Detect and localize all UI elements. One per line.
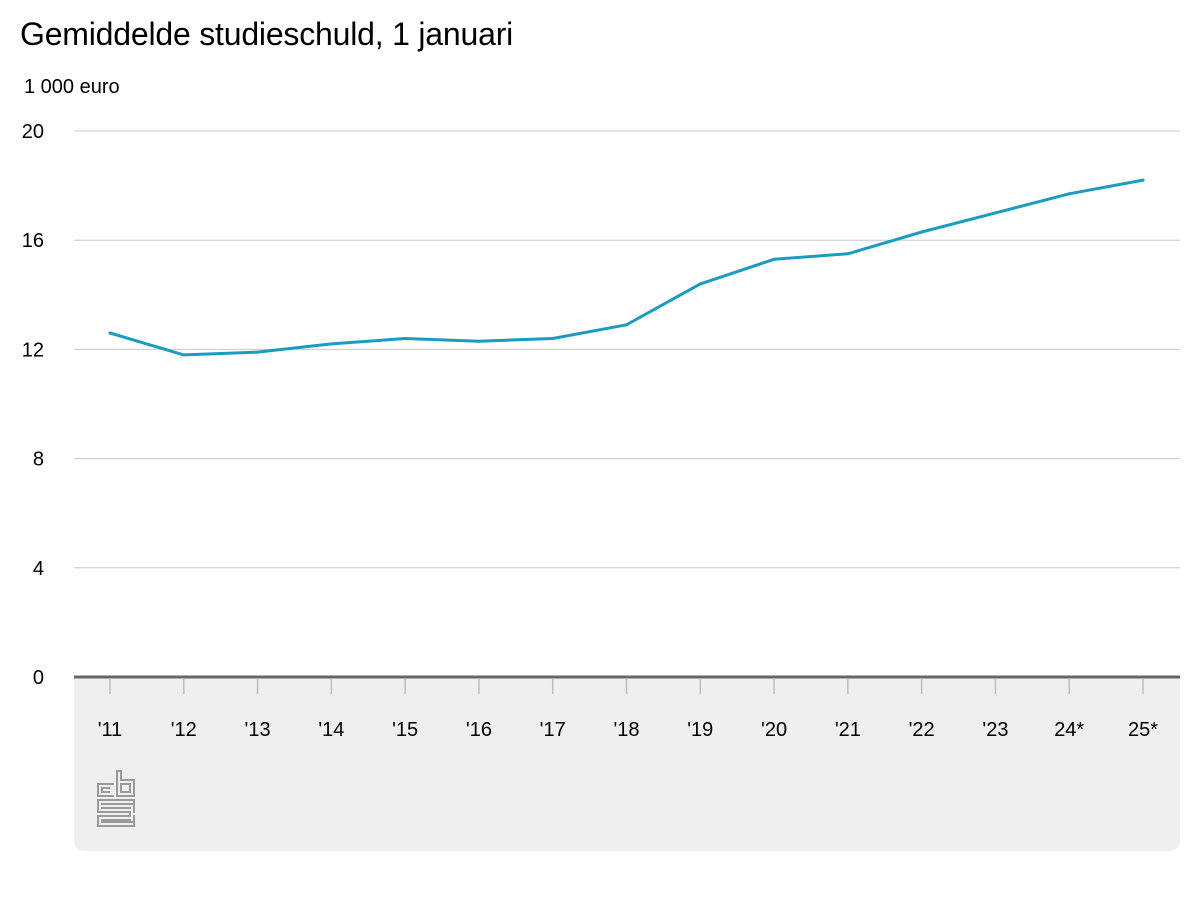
gridlines — [74, 130, 1180, 569]
data-point — [182, 353, 186, 357]
data-point — [772, 257, 776, 261]
x-tick-label: 25* — [1128, 719, 1158, 741]
x-axis-tick-labels: '11 '12 '13 '14 '15 '16 '17 '18 '19 '20 '21 '22 '23 2… — [98, 719, 1159, 741]
data-point — [993, 211, 997, 215]
x-axis — [74, 675, 1180, 694]
data-point — [477, 339, 481, 343]
data-point — [108, 331, 112, 335]
data-point — [920, 230, 924, 234]
data-point — [329, 342, 333, 346]
x-tick-label: 24* — [1054, 719, 1084, 741]
x-tick-label: '12 — [171, 719, 197, 741]
data-point — [551, 336, 555, 340]
cbs-logo — [96, 769, 136, 829]
x-tick-label: '22 — [909, 719, 935, 741]
data-point — [1141, 178, 1145, 182]
y-axis-unit-label: 1 000 euro — [24, 76, 120, 98]
data-point — [1067, 192, 1071, 196]
y-tick-label: 16 — [22, 230, 44, 252]
x-tick-label: '20 — [761, 719, 787, 741]
x-tick-label: '19 — [687, 719, 713, 741]
x-tick-label: '21 — [835, 719, 861, 741]
x-tick-label: '11 — [98, 719, 123, 741]
x-tick-label: '14 — [318, 719, 344, 741]
y-tick-label: 0 — [33, 667, 44, 689]
y-tick-label: 4 — [33, 558, 44, 580]
series-line — [108, 178, 1145, 357]
data-point — [403, 336, 407, 340]
y-tick-label: 20 — [22, 121, 44, 143]
y-axis-tick-labels: 0 4 8 12 16 20 — [22, 121, 44, 689]
x-tick-label: '17 — [540, 719, 566, 741]
x-tick-label: '23 — [982, 719, 1008, 741]
y-tick-label: 8 — [33, 449, 44, 471]
x-tick-label: '18 — [613, 719, 639, 741]
data-point — [625, 323, 628, 327]
chart-title: Gemiddelde studieschuld, 1 januari — [20, 16, 514, 52]
x-tick-label: '15 — [392, 719, 418, 741]
x-tick-label: '16 — [466, 719, 492, 741]
data-point — [846, 252, 850, 256]
x-tick-label: '13 — [245, 719, 271, 741]
y-tick-label: 12 — [22, 339, 44, 361]
data-point — [256, 350, 260, 354]
footer-panel — [74, 677, 1180, 851]
series-lines — [108, 178, 1145, 357]
data-point — [698, 282, 702, 286]
